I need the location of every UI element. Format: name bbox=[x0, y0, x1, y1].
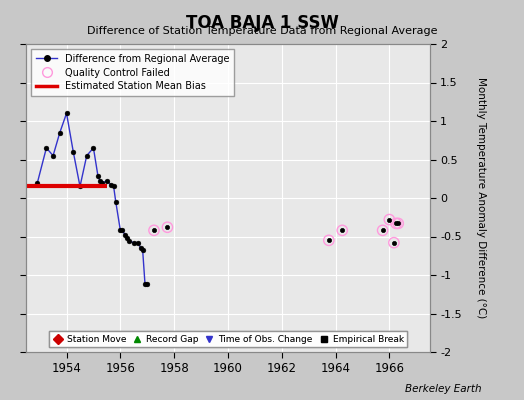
Text: Berkeley Earth: Berkeley Earth bbox=[406, 384, 482, 394]
Point bbox=[338, 227, 346, 234]
Point bbox=[150, 227, 158, 234]
Point bbox=[394, 220, 402, 227]
Point bbox=[392, 220, 400, 227]
Text: TOA BAJA 1 SSW: TOA BAJA 1 SSW bbox=[185, 14, 339, 32]
Point bbox=[163, 224, 171, 230]
Point bbox=[385, 216, 394, 223]
Point bbox=[150, 227, 158, 234]
Point bbox=[324, 237, 333, 244]
Point bbox=[390, 240, 398, 246]
Point bbox=[392, 220, 400, 227]
Point bbox=[338, 227, 346, 234]
Point bbox=[163, 224, 171, 230]
Text: Difference of Station Temperature Data from Regional Average: Difference of Station Temperature Data f… bbox=[87, 26, 437, 36]
Point bbox=[390, 240, 398, 246]
Point bbox=[378, 227, 387, 234]
Y-axis label: Monthly Temperature Anomaly Difference (°C): Monthly Temperature Anomaly Difference (… bbox=[476, 77, 486, 319]
Legend: Station Move, Record Gap, Time of Obs. Change, Empirical Break: Station Move, Record Gap, Time of Obs. C… bbox=[49, 331, 407, 348]
Point bbox=[378, 227, 387, 234]
Point bbox=[394, 220, 402, 227]
Point bbox=[324, 237, 333, 244]
Point bbox=[385, 216, 394, 223]
